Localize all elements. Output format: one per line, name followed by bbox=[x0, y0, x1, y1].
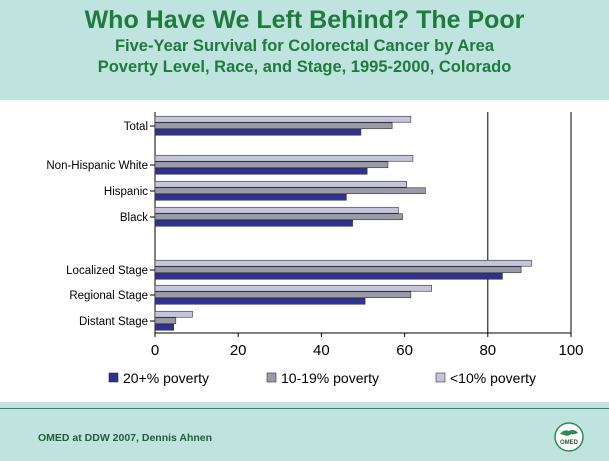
bar bbox=[154, 180, 407, 188]
category-label: Black bbox=[120, 212, 148, 224]
legend-swatch bbox=[435, 372, 446, 383]
bar bbox=[154, 259, 532, 267]
bar bbox=[154, 167, 368, 175]
category-label: Localized Stage bbox=[66, 265, 148, 277]
bar bbox=[154, 187, 426, 195]
legend-label: 20+% poverty bbox=[123, 370, 209, 386]
bar bbox=[154, 284, 432, 292]
bar bbox=[154, 213, 403, 221]
slide-title: Who Have We Left Behind? The Poor bbox=[84, 6, 525, 34]
x-tick-label: 80 bbox=[479, 342, 496, 359]
legend-label: <10% poverty bbox=[450, 370, 536, 386]
category-label: Total bbox=[124, 121, 148, 133]
bar bbox=[154, 115, 412, 123]
slide-subtitle: Five-Year Survival for Colorectal Cancer… bbox=[0, 36, 609, 78]
legend-swatch bbox=[266, 372, 277, 383]
bar bbox=[154, 323, 175, 331]
legend-label: 10-19% poverty bbox=[281, 370, 379, 386]
bar bbox=[154, 291, 412, 299]
logo-text: OMED bbox=[560, 440, 579, 446]
bar bbox=[154, 297, 366, 305]
bar bbox=[154, 193, 347, 201]
bar bbox=[154, 219, 353, 227]
category-label: Hispanic bbox=[104, 186, 148, 198]
x-tick-label: 60 bbox=[396, 342, 413, 359]
subtitle-line-1: Five-Year Survival for Colorectal Cancer… bbox=[114, 37, 495, 55]
bar bbox=[154, 310, 193, 318]
bar bbox=[154, 206, 399, 214]
x-tick-label: 40 bbox=[313, 342, 330, 359]
bar bbox=[154, 161, 389, 169]
category-label: Regional Stage bbox=[69, 290, 148, 302]
x-tick-label: 100 bbox=[558, 342, 583, 359]
slide-header: Who Have We Left Behind? The Poor Five-Y… bbox=[0, 0, 609, 98]
category-label: Non-Hispanic White bbox=[46, 160, 148, 172]
bar bbox=[154, 122, 393, 130]
bar bbox=[154, 128, 362, 136]
bar bbox=[154, 272, 503, 280]
bar-chart: Total Non-Hispanic White Hispanic Black Loca… bbox=[46, 112, 584, 386]
bar bbox=[154, 154, 414, 162]
x-tick-label: 20 bbox=[230, 342, 247, 359]
category-label: Distant Stage bbox=[79, 316, 148, 328]
chart-panel: Total Non-Hispanic White Hispanic Black Loca… bbox=[0, 100, 609, 402]
footer-credit: OMED at DDW 2007, Dennis Ahnen bbox=[38, 432, 213, 444]
bar bbox=[154, 317, 177, 325]
legend-swatch bbox=[108, 372, 119, 383]
footer-divider bbox=[0, 408, 609, 409]
x-tick-label: 0 bbox=[151, 342, 159, 359]
subtitle-line-2: Poverty Level, Race, and Stage, 1995-200… bbox=[97, 58, 512, 76]
omed-logo: OMED bbox=[554, 422, 584, 452]
bar bbox=[154, 266, 522, 274]
